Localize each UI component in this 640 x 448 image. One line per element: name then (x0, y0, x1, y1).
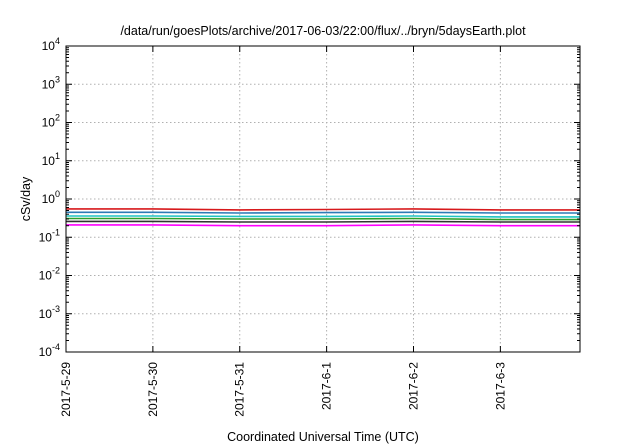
series-line-1 (66, 208, 580, 211)
series-line-4 (66, 217, 580, 221)
series-line-2 (66, 211, 580, 214)
y-tick-label-exponent: -2 (52, 266, 60, 276)
y-tick-label-exponent: 0 (55, 189, 60, 199)
x-tick-label: 2017-6-3 (493, 362, 507, 410)
y-tick-label-base: 10 (42, 77, 56, 91)
x-tick-label: 2017-6-1 (320, 362, 334, 410)
y-tick-label-base: 10 (39, 345, 53, 359)
x-axis: 2017-5-29 2017-5-30 2017-5-31 2017-6-1 2017-… (59, 46, 507, 417)
y-tick-label: 101 (42, 151, 60, 168)
y-tick-label: 10-4 (39, 342, 60, 359)
y-tick-label-exponent: 4 (55, 36, 60, 46)
y-tick-label-exponent: 1 (55, 151, 60, 161)
x-tick-label: 2017-5-29 (59, 362, 73, 417)
y-tick-label-exponent: -3 (52, 304, 60, 314)
y-tick-label-exponent: 2 (55, 113, 60, 123)
y-tick-label-base: 10 (42, 154, 56, 168)
series-line-3 (66, 215, 580, 218)
y-tick-label: 10-3 (39, 304, 60, 321)
y-tick-label: 100 (42, 189, 60, 206)
y-tick-label: 103 (42, 74, 60, 91)
grid (66, 46, 580, 352)
y-tick-label: 102 (42, 113, 60, 130)
y-tick-label-base: 10 (42, 116, 56, 130)
x-tick-label: 2017-6-2 (406, 362, 420, 410)
y-tick-label: 10-2 (39, 266, 60, 283)
y-tick-label-base: 10 (39, 307, 53, 321)
y-tick-label-base: 10 (39, 230, 53, 244)
y-tick-label: 104 (42, 36, 60, 53)
series-line-5 (66, 220, 580, 223)
y-tick-label-exponent: 3 (55, 74, 60, 84)
x-axis-label: Coordinated Universal Time (UTC) (227, 430, 419, 444)
y-tick-label-base: 10 (42, 192, 56, 206)
series-group (66, 208, 580, 227)
y-tick-label: 10-1 (39, 227, 60, 244)
chart-title: /data/run/goesPlots/archive/2017-06-03/2… (120, 24, 526, 38)
series-line-6 (66, 224, 580, 227)
y-tick-label-exponent: -4 (52, 342, 60, 352)
y-tick-label-exponent: -1 (52, 227, 60, 237)
x-tick-label: 2017-5-30 (146, 362, 160, 417)
y-tick-label-base: 10 (39, 269, 53, 283)
y-axis-label: cSv/day (19, 176, 33, 221)
y-tick-label-base: 10 (42, 39, 56, 53)
x-tick-label: 2017-5-31 (233, 362, 247, 417)
